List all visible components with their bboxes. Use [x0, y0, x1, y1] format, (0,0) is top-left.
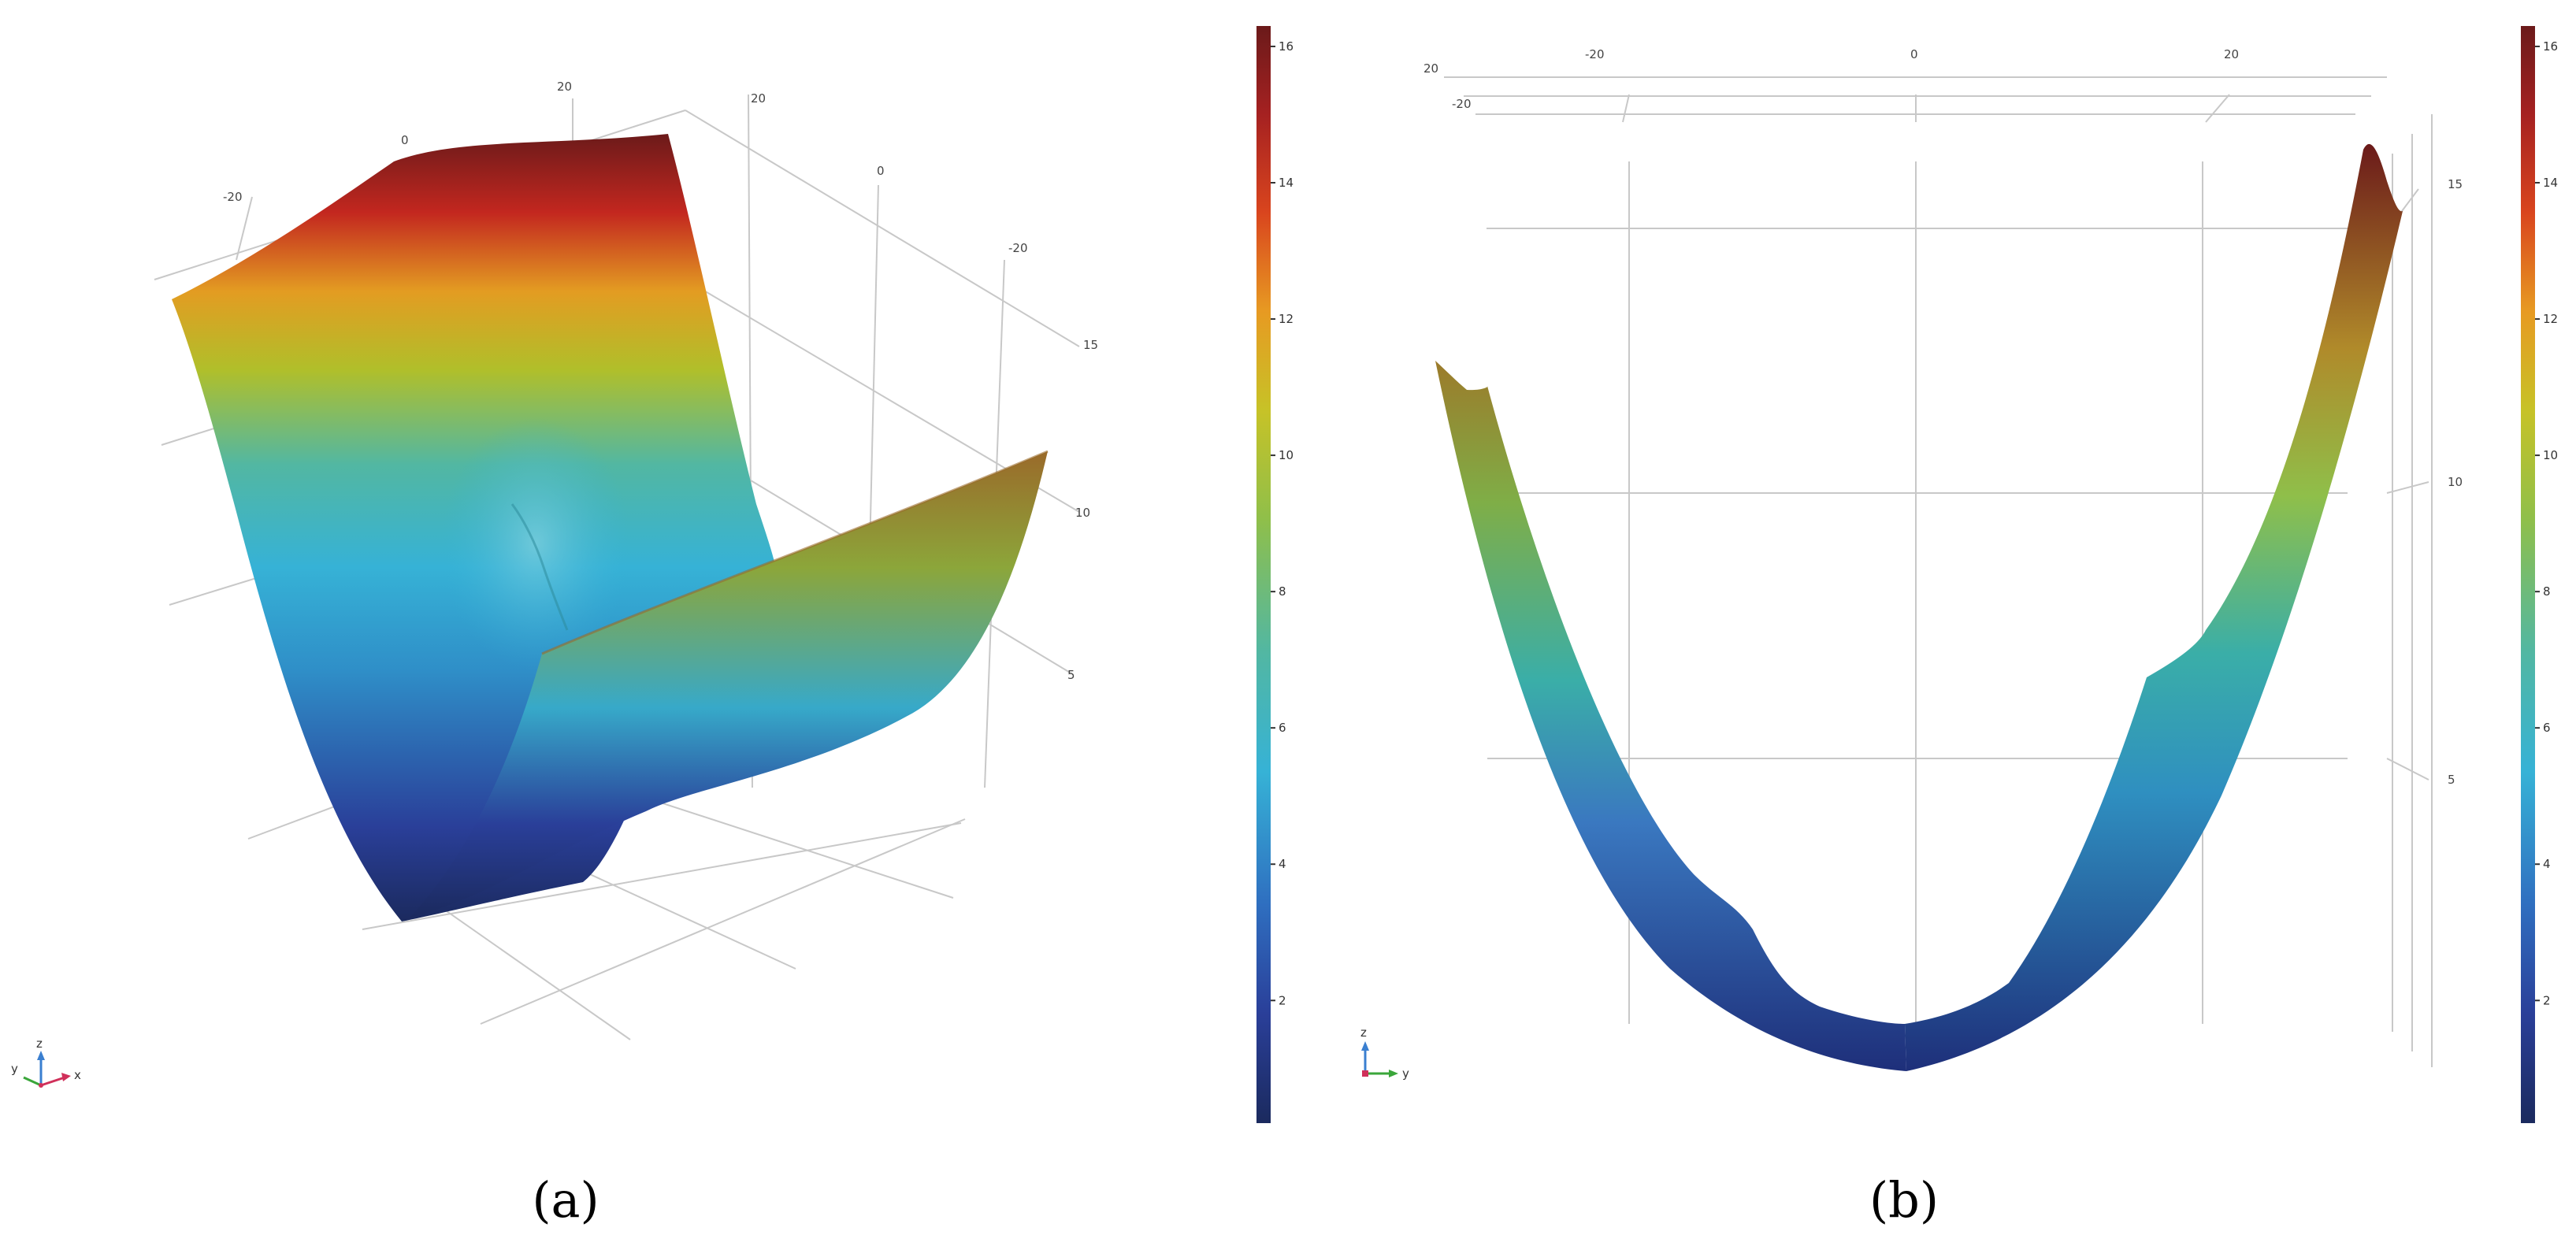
panel-b-ticks: -20 0 20 20 -20 15 10 5 — [1423, 47, 2463, 787]
tick-a-x-0: 0 — [877, 164, 885, 178]
colorbar-tick-label: 4 — [2543, 857, 2551, 871]
tick-a-x-neg20: -20 — [1008, 241, 1028, 255]
tick-a-z-5: 5 — [1067, 668, 1075, 682]
tick-a-y-neg20: -20 — [223, 190, 243, 204]
colorbar-tick-label: 10 — [1279, 448, 1294, 462]
colorbar-tick-label: 14 — [1279, 176, 1294, 190]
tick-a-z-15: 15 — [1083, 338, 1098, 352]
tick-b-x-20: 20 — [1423, 61, 1438, 76]
colorbar-tick-label: 16 — [1279, 39, 1294, 54]
colorbar-b-ticks: 16 14 12 10 8 6 4 2 — [2535, 39, 2558, 1007]
colorbar-tick-label: 8 — [1279, 584, 1286, 599]
panel-a-center-crease — [510, 503, 569, 631]
panel-a-ticks: -20 0 20 20 0 -20 15 10 5 — [223, 80, 1098, 682]
colorbar-tick-label: 10 — [2543, 448, 2558, 462]
tick-b-x-neg20: -20 — [1452, 97, 1472, 111]
triad-a-z-label: z — [36, 1036, 43, 1051]
panel-b-left-band — [1435, 361, 1906, 1071]
tick-b-z-15: 15 — [2448, 177, 2463, 191]
tick-a-y-0: 0 — [401, 133, 409, 147]
tick-a-y-20: 20 — [557, 80, 572, 94]
colorbar-tick-label: 2 — [2543, 993, 2551, 1007]
colorbar-tick-label: 2 — [1279, 993, 1286, 1007]
panel-b-label: (b) — [1869, 1171, 1939, 1229]
panel-a-colorbar: 16 14 12 10 8 6 4 2 — [1256, 26, 1294, 1123]
tick-b-z-5: 5 — [2448, 773, 2455, 787]
panel-a-front-ridge — [541, 450, 1049, 655]
triad-b-y-label: y — [1402, 1066, 1409, 1081]
tick-b-y-neg20: -20 — [1585, 47, 1605, 61]
tick-b-y-20: 20 — [2224, 47, 2239, 61]
panel-b-axes-triad: z y — [1360, 1025, 1409, 1081]
panel-b-colorbar: 16 14 12 10 8 6 4 2 — [2521, 26, 2558, 1123]
colorbar-tick-label: 14 — [2543, 176, 2558, 190]
panel-a: -20 0 20 20 0 -20 15 10 5 z y x 16 14 12 10… — [11, 26, 1294, 1229]
colorbar-b — [2521, 26, 2535, 1123]
colorbar-tick-label: 8 — [2543, 584, 2551, 599]
panel-a-front-surface — [410, 451, 1048, 918]
tick-a-x-20: 20 — [751, 91, 766, 106]
panel-a-axes-triad: z y x — [11, 1036, 81, 1088]
colorbar-a-ticks: 16 14 12 10 8 6 4 2 — [1271, 39, 1294, 1007]
colorbar-a — [1256, 26, 1271, 1123]
colorbar-tick-label: 12 — [2543, 312, 2558, 326]
tick-a-z-10: 10 — [1075, 506, 1090, 520]
triad-b-z-label: z — [1360, 1025, 1367, 1040]
colorbar-tick-label: 4 — [1279, 857, 1286, 871]
colorbar-tick-label: 12 — [1279, 312, 1294, 326]
colorbar-tick-label: 6 — [1279, 721, 1286, 735]
colorbar-tick-label: 6 — [2543, 721, 2551, 735]
triad-a-x-label: x — [74, 1068, 81, 1082]
panel-b-right-band — [1905, 143, 2403, 1071]
panel-a-label: (a) — [532, 1171, 599, 1229]
tick-b-z-10: 10 — [2448, 475, 2463, 489]
panel-b: -20 0 20 20 -20 15 10 5 z y 16 14 12 10 8 6 4 2… — [1360, 26, 2558, 1229]
triad-a-y-label: y — [11, 1062, 18, 1076]
tick-b-y-0: 0 — [1910, 47, 1918, 61]
colorbar-tick-label: 16 — [2543, 39, 2558, 54]
